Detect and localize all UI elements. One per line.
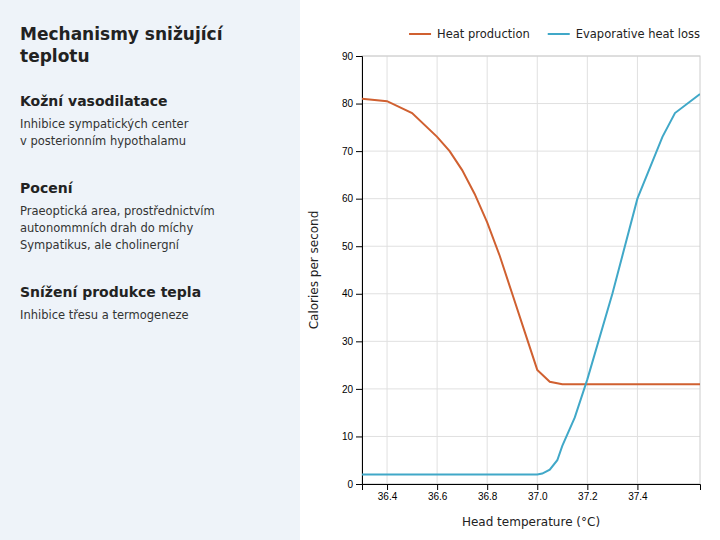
tick-label: 40 <box>342 288 354 299</box>
tick-mark <box>637 484 638 490</box>
tick-mark <box>356 341 362 342</box>
tick: 37.0 <box>528 484 548 502</box>
tick: 37.2 <box>578 484 598 502</box>
tick-mark <box>356 199 362 200</box>
tick-mark <box>356 436 362 437</box>
tick-label: 90 <box>342 51 354 62</box>
y-axis-title: Calories per second <box>307 211 321 330</box>
legend-swatch <box>409 33 431 35</box>
axis-line <box>356 57 363 485</box>
tick: 90 <box>342 51 362 62</box>
tick-label: 37.4 <box>628 491 648 502</box>
tick-label: 30 <box>342 336 354 347</box>
tick-label: 80 <box>342 98 354 109</box>
axis-line <box>363 485 701 491</box>
grid-line-x <box>387 56 388 484</box>
plot: 36.4 36.6 36.8 37.0 37.2 37.4 0 10 20 30 40 50 60 70 8… <box>342 51 701 502</box>
series-line <box>362 99 700 384</box>
annotation-heading: Pocení <box>20 180 74 196</box>
tick: 10 <box>342 431 362 442</box>
tick: 80 <box>342 98 362 109</box>
legend-item: Evaporative heat loss <box>548 27 700 41</box>
tick-label: 36.4 <box>378 491 398 502</box>
tick: 50 <box>342 241 362 252</box>
annotation-heading: Snížení produkce tepla <box>20 284 201 300</box>
grid-line-y <box>362 246 700 247</box>
grid-line-x <box>587 56 588 484</box>
tick-mark <box>487 484 488 490</box>
tick-label: 37.2 <box>578 491 598 502</box>
grid <box>362 56 700 484</box>
grid-line-x <box>537 56 538 484</box>
tick-mark <box>437 484 438 490</box>
legend-label: Evaporative heat loss <box>576 27 700 41</box>
tick-mark <box>356 389 362 390</box>
lines <box>362 94 700 474</box>
tick: 36.6 <box>428 484 448 502</box>
title: Mechanismy snižujícíteplotu <box>20 24 224 66</box>
tick-mark <box>356 246 362 247</box>
tick-label: 37.0 <box>528 491 548 502</box>
tick: 36.8 <box>478 484 498 502</box>
grid-line-x <box>437 56 438 484</box>
tick-mark <box>387 484 388 490</box>
tick-label: 0 <box>347 479 353 490</box>
tick-mark <box>587 484 588 490</box>
legend-swatch <box>548 33 570 35</box>
x-axis-title: Head temperature (°C) <box>462 515 600 529</box>
annotation-text: Inhibice třesu a termogeneze <box>20 308 189 322</box>
grid-line-y <box>362 103 700 104</box>
tick-mark <box>356 484 362 485</box>
grid-line-x <box>637 56 638 484</box>
plot-frame <box>362 56 700 484</box>
tick: 20 <box>342 384 362 395</box>
grid-line-x <box>487 56 488 484</box>
tick-label: 20 <box>342 384 354 395</box>
tick: 30 <box>342 336 362 347</box>
grid-line-y <box>362 151 700 152</box>
legend-label: Heat production <box>437 27 530 41</box>
tick: 0 <box>347 479 362 490</box>
grid-line-y <box>362 293 700 294</box>
tick-mark <box>356 294 362 295</box>
grid-line-y <box>362 436 700 437</box>
tick: 37.4 <box>628 484 648 502</box>
tick: 40 <box>342 288 362 299</box>
tick-label: 10 <box>342 431 354 442</box>
legend-item: Heat production <box>409 27 530 41</box>
annotation-text: Inhibice sympatických centerv posterionn… <box>20 117 189 148</box>
tick-mark <box>356 56 362 57</box>
tick-label: 36.8 <box>478 491 498 502</box>
tick: 36.4 <box>378 484 398 502</box>
tick-mark <box>537 484 538 490</box>
text-panel <box>0 0 300 540</box>
text-group: Mechanismy snižujícíteplotu Kožní vasodil… <box>20 24 224 322</box>
tick-label: 36.6 <box>428 491 448 502</box>
y-axis: 0 10 20 30 40 50 60 70 80 90 <box>342 51 363 490</box>
tick: 60 <box>342 193 362 204</box>
legend: Heat production Evaporative heat loss <box>409 27 700 41</box>
tick-label: 60 <box>342 193 354 204</box>
grid-line-y <box>362 341 700 342</box>
x-axis: 36.4 36.6 36.8 37.0 37.2 37.4 <box>363 484 701 502</box>
tick: 70 <box>342 146 362 157</box>
chart-root: Mechanismy snižujícíteplotu Kožní vasodil… <box>0 0 720 540</box>
annotation-text: Praeoptická area, prostřednictvímautonom… <box>20 204 215 252</box>
tick-label: 50 <box>342 241 354 252</box>
series-line <box>362 94 700 474</box>
tick-label: 70 <box>342 146 354 157</box>
tick-mark <box>356 104 362 105</box>
annotation-heading: Kožní vasodilatace <box>20 93 168 109</box>
grid-line-y <box>362 388 700 389</box>
grid-line-y <box>362 198 700 199</box>
tick-mark <box>356 151 362 152</box>
